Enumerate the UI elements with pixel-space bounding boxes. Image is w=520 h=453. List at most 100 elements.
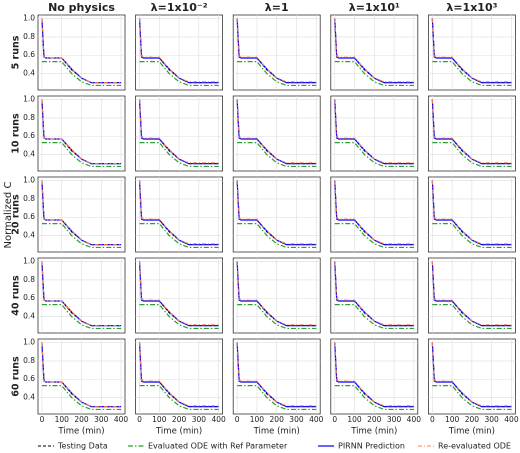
series-line xyxy=(236,18,317,83)
series-line xyxy=(41,223,122,249)
x-tick-label: 0 xyxy=(430,415,435,424)
x-axis-label: Time (min) xyxy=(448,427,495,437)
y-tick-label: 0.6 xyxy=(23,212,35,221)
legend-label: PIRNN Prediction xyxy=(338,442,405,451)
series-line xyxy=(432,61,512,87)
y-tick-label: 0.8 xyxy=(23,32,35,41)
x-tick-label: 100 xyxy=(445,415,460,424)
series-line xyxy=(432,304,512,330)
series-line xyxy=(334,99,414,164)
series-line xyxy=(139,223,219,249)
series-line xyxy=(41,99,122,165)
y-tick-label: 1.0 xyxy=(23,338,35,347)
x-tick-label: 400 xyxy=(114,415,129,424)
series-line xyxy=(334,261,414,326)
series-line xyxy=(431,180,512,245)
x-tick-label: 200 xyxy=(367,415,382,424)
series-line xyxy=(237,61,317,87)
series-line xyxy=(41,61,122,87)
row-label: 40 runs xyxy=(11,275,22,316)
series-line xyxy=(334,304,414,330)
legend-label: Testing Data xyxy=(57,442,108,451)
series-line xyxy=(41,180,122,246)
column-title: λ=1x10³ xyxy=(446,1,497,14)
y-tick-label: 1.0 xyxy=(23,257,35,266)
x-tick-label: 100 xyxy=(250,415,265,424)
x-tick-label: 200 xyxy=(74,415,89,424)
series-line xyxy=(334,342,414,407)
x-tick-label: 300 xyxy=(387,415,402,424)
series-line xyxy=(139,261,219,326)
series-line xyxy=(431,342,512,407)
x-axis-label: Time (min) xyxy=(57,427,104,437)
x-tick-label: 200 xyxy=(465,415,480,424)
y-tick-label: 0.8 xyxy=(23,356,35,365)
series-line xyxy=(431,261,512,326)
x-tick-label: 100 xyxy=(55,415,70,424)
series-line xyxy=(334,223,414,249)
series-line xyxy=(139,342,219,407)
y-tick-label: 0.8 xyxy=(23,275,35,284)
row-label: 20 runs xyxy=(11,194,22,235)
series-line xyxy=(41,142,122,168)
series-line xyxy=(139,61,219,87)
y-tick-label: 0.4 xyxy=(23,231,35,240)
x-tick-label: 400 xyxy=(504,415,519,424)
series-line xyxy=(236,180,317,245)
x-tick-label: 400 xyxy=(211,415,226,424)
series-line xyxy=(41,342,122,408)
series-line xyxy=(139,385,219,411)
y-tick-label: 1.0 xyxy=(23,95,35,104)
y-tick-label: 0.6 xyxy=(23,374,35,383)
legend-label: Re-evaluated ODE xyxy=(438,442,511,451)
y-axis-label: Normalized C xyxy=(3,182,14,249)
y-tick-label: 0.8 xyxy=(23,113,35,122)
x-tick-label: 400 xyxy=(407,415,422,424)
y-tick-label: 0.6 xyxy=(23,50,35,59)
x-tick-label: 400 xyxy=(309,415,324,424)
x-tick-label: 200 xyxy=(172,415,187,424)
series-line xyxy=(334,180,414,245)
row-label: 60 runs xyxy=(11,356,22,397)
x-tick-label: 300 xyxy=(485,415,500,424)
y-tick-label: 0.6 xyxy=(23,131,35,140)
y-tick-label: 0.4 xyxy=(23,312,35,321)
series-line xyxy=(334,61,414,87)
y-tick-label: 0.4 xyxy=(23,393,35,402)
x-axis-label: Time (min) xyxy=(253,427,300,437)
series-line xyxy=(41,18,122,84)
x-axis-label: Time (min) xyxy=(155,427,202,437)
series-line xyxy=(334,385,414,411)
column-title: λ=1x10⁻² xyxy=(151,1,208,14)
x-tick-label: 100 xyxy=(152,415,167,424)
series-line xyxy=(236,99,317,164)
series-line xyxy=(237,385,317,411)
series-line xyxy=(432,142,512,168)
series-line xyxy=(236,342,317,407)
series-line xyxy=(41,385,122,411)
x-tick-label: 200 xyxy=(270,415,285,424)
x-tick-label: 100 xyxy=(347,415,362,424)
column-title: λ=1x10¹ xyxy=(349,1,400,14)
series-line xyxy=(237,223,317,249)
y-tick-label: 0.4 xyxy=(23,69,35,78)
x-tick-label: 0 xyxy=(235,415,240,424)
series-line xyxy=(334,18,414,83)
x-tick-label: 300 xyxy=(289,415,304,424)
x-tick-label: 300 xyxy=(94,415,109,424)
series-line xyxy=(431,18,512,83)
series-line xyxy=(237,304,317,330)
series-line xyxy=(41,304,122,330)
x-tick-label: 0 xyxy=(137,415,142,424)
series-line xyxy=(432,223,512,249)
y-tick-label: 0.4 xyxy=(23,150,35,159)
y-tick-label: 1.0 xyxy=(23,176,35,185)
series-line xyxy=(41,261,122,327)
series-line xyxy=(431,99,512,164)
series-line xyxy=(139,99,219,164)
row-label: 5 runs xyxy=(11,35,22,69)
legend-label: Evaluated ODE with Ref Parameter xyxy=(148,442,288,451)
series-line xyxy=(334,142,414,168)
y-tick-label: 0.8 xyxy=(23,194,35,203)
